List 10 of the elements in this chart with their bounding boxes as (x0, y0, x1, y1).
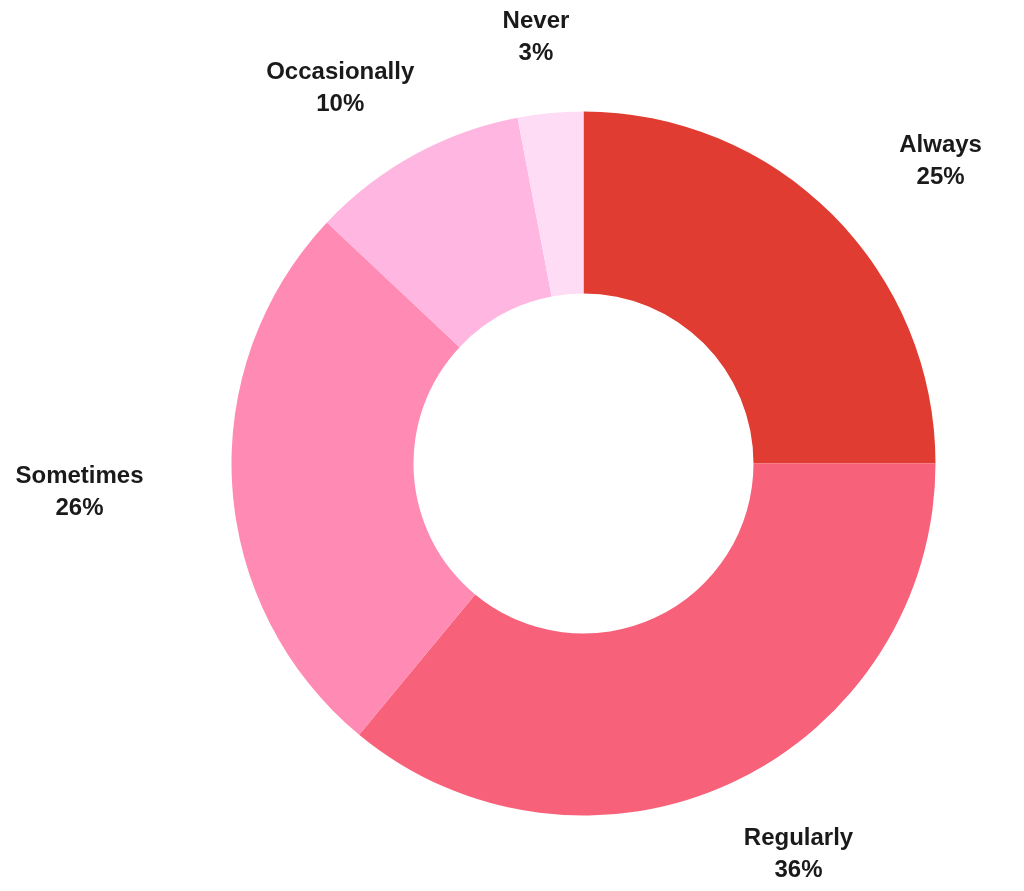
data-label: 25% (916, 162, 965, 190)
data-label: 10% (316, 89, 365, 117)
slice-label: Occasionally (266, 56, 415, 84)
data-label: 3% (518, 38, 554, 66)
slice-label: Always (899, 129, 982, 157)
data-label: 26% (55, 493, 104, 521)
slice-label: Never (502, 5, 570, 33)
slice-label: Sometimes (15, 460, 144, 488)
data-label: 36% (774, 855, 823, 883)
slice-label: Regularly (743, 822, 854, 850)
